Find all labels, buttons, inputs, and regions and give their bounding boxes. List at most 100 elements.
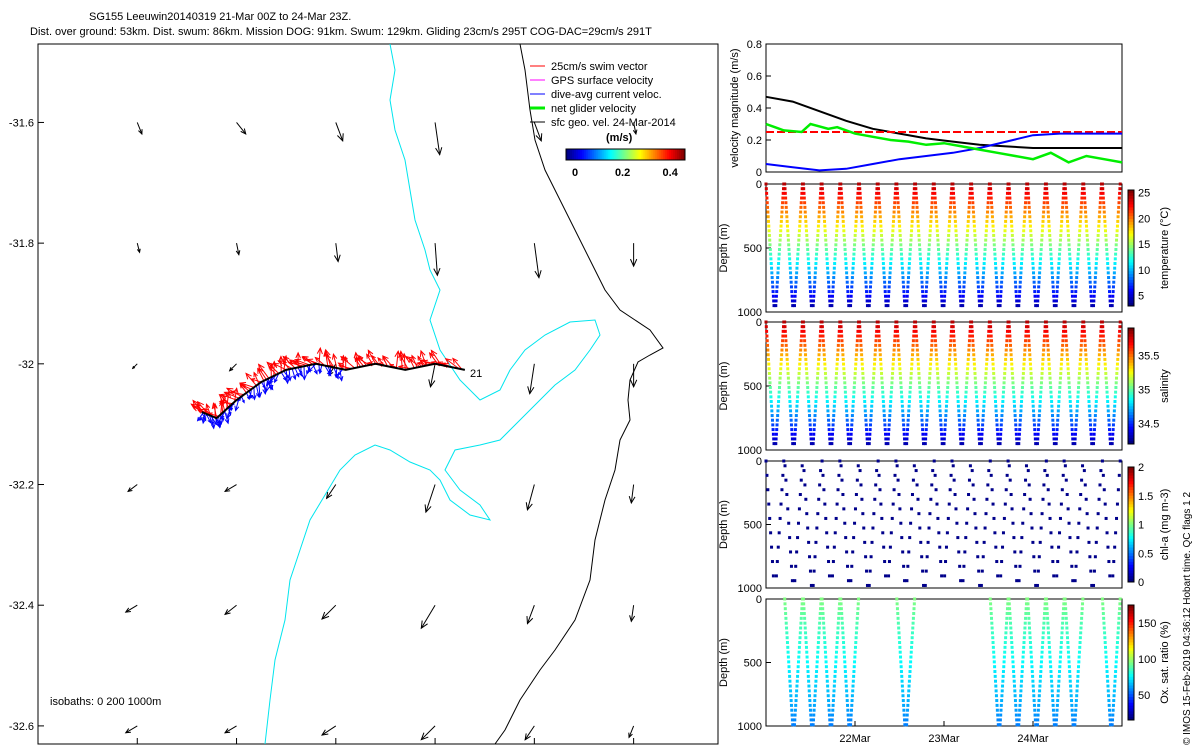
salinity-point: [870, 400, 874, 404]
oxygen-point: [1077, 660, 1081, 664]
temperature-point: [869, 276, 873, 280]
oxygen-x-tick-label: 23Mar: [928, 733, 960, 745]
temperature-point: [1023, 210, 1027, 214]
temperature-point: [1065, 205, 1069, 209]
temperature-point: [834, 243, 838, 247]
oxygen-point: [822, 621, 826, 625]
dac-vector: [306, 364, 311, 375]
temperature-point: [1085, 224, 1089, 228]
salinity-point: [831, 418, 835, 422]
salinity-point: [1028, 353, 1032, 357]
oxygen-point: [908, 674, 912, 678]
oxygen-point: [1013, 684, 1017, 688]
chla-point: [817, 497, 821, 501]
oxygen-point: [912, 602, 916, 606]
temperature-point: [774, 304, 778, 308]
salinity-point: [871, 385, 875, 389]
chla-point: [833, 531, 837, 535]
oxygen-point: [991, 641, 995, 645]
oxygen-point: [842, 655, 846, 659]
salinity-point: [903, 437, 907, 441]
temperature-point: [936, 243, 940, 247]
temperature-point: [1066, 224, 1070, 228]
temperature-point: [943, 285, 947, 289]
salinity-point: [871, 381, 875, 385]
oxygen-point: [856, 602, 860, 606]
salinity-point: [966, 367, 970, 371]
temperature-point: [833, 257, 837, 261]
temperature-point: [804, 224, 808, 228]
salinity-point: [785, 357, 789, 361]
chla-colorbar-cell: [1128, 573, 1134, 577]
oxygen-point: [841, 631, 845, 635]
temperature-point: [987, 187, 991, 191]
chla-point: [808, 555, 812, 559]
temperature-point: [837, 196, 841, 200]
oxygen-point: [996, 718, 1000, 722]
temperature-point: [970, 182, 974, 186]
salinity-point: [817, 353, 821, 357]
salinity-point: [1052, 442, 1056, 446]
oxygen-point: [789, 694, 793, 698]
chla-point: [840, 478, 844, 482]
oxygen-point: [815, 665, 819, 669]
oxygen-point: [1058, 665, 1062, 669]
temperature-colorbar-cell: [1128, 245, 1134, 249]
oxygen-point: [798, 641, 802, 645]
temperature-point: [962, 290, 966, 294]
salinity-point: [954, 362, 958, 366]
salinity-colorbar-cell: [1128, 406, 1134, 410]
temperature-point: [921, 294, 925, 298]
temperature-colorbar-cell: [1128, 277, 1134, 281]
temperature-point: [965, 238, 969, 242]
temperature-point: [893, 201, 897, 205]
temperature-point: [996, 299, 1000, 303]
oxygen-point: [809, 713, 813, 717]
salinity-point: [916, 353, 920, 357]
salinity-point: [999, 428, 1003, 432]
temperature-point: [864, 276, 868, 280]
temperature-point: [1001, 266, 1005, 270]
salinity-point: [849, 442, 853, 446]
temperature-point: [766, 219, 770, 223]
salinity-point: [851, 409, 855, 413]
salinity-colorbar-cell: [1128, 374, 1134, 378]
oxygen-point: [845, 699, 849, 703]
oxygen-point: [822, 631, 826, 635]
oxygen-colorbar-cell: [1128, 671, 1134, 675]
salinity-point: [1064, 329, 1068, 333]
oxygen-point: [1032, 703, 1036, 707]
salinity-y-tick-label: 0: [756, 317, 762, 329]
oxygen-point: [784, 612, 788, 616]
velocity-y-tick-label: 0.2: [747, 135, 762, 147]
salinity-point: [1079, 343, 1083, 347]
salinity-point: [951, 325, 955, 329]
salinity-point: [1000, 409, 1004, 413]
temperature-point: [868, 285, 872, 289]
chla-point: [950, 459, 954, 463]
salinity-point: [955, 381, 959, 385]
temperature-point: [887, 294, 891, 298]
dac-vector: [199, 414, 209, 421]
oxygen-point: [1080, 612, 1084, 616]
oxygen-point: [1003, 645, 1007, 649]
oxygen-point: [1105, 674, 1109, 678]
salinity-point: [1031, 395, 1035, 399]
oxygen-point: [1020, 679, 1024, 683]
salinity-point: [1020, 400, 1024, 404]
temperature-point: [965, 243, 969, 247]
oxygen-y-tick-label: 0: [756, 594, 762, 606]
temperature-point: [1001, 262, 1005, 266]
temperature-point: [954, 233, 958, 237]
oxygen-point: [856, 612, 860, 616]
temperature-point: [1031, 266, 1035, 270]
chla-point: [989, 473, 993, 477]
temperature-point: [909, 233, 913, 237]
oxygen-point: [990, 616, 994, 620]
geo-vector: [326, 484, 337, 499]
oxygen-point: [791, 723, 795, 727]
temperature-point: [857, 182, 861, 186]
oxygen-point: [1039, 665, 1043, 669]
salinity-point: [1096, 376, 1100, 380]
temperature-point: [1003, 229, 1007, 233]
